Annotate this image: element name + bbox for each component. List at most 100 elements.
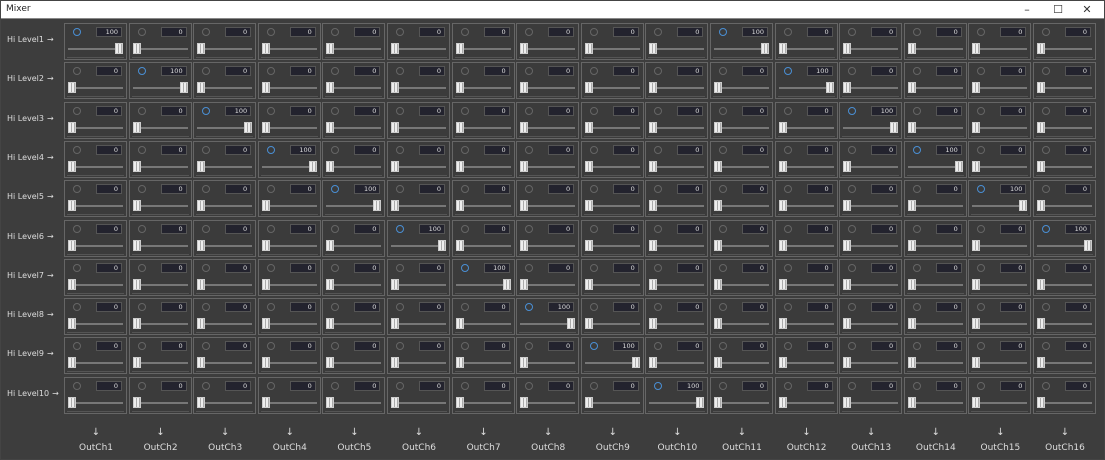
slider-thumb[interactable]: [584, 278, 593, 290]
select-radio[interactable]: [1042, 303, 1050, 312]
select-radio[interactable]: [137, 224, 146, 233]
select-radio[interactable]: [525, 106, 534, 115]
level-value-input[interactable]: 0: [548, 223, 575, 234]
select-radio[interactable]: [977, 67, 986, 76]
level-value-input[interactable]: 0: [935, 184, 962, 195]
slider-thumb[interactable]: [68, 318, 76, 330]
slider-thumb[interactable]: [778, 318, 787, 330]
slider-track[interactable]: [68, 362, 123, 365]
slider-thumb[interactable]: [907, 82, 916, 94]
slider-thumb[interactable]: [502, 278, 511, 290]
level-value-input[interactable]: 0: [354, 380, 381, 391]
select-radio[interactable]: [73, 185, 81, 194]
slider-thumb[interactable]: [197, 278, 206, 290]
level-value-input[interactable]: 0: [1000, 223, 1027, 234]
slider-track[interactable]: [843, 205, 899, 208]
select-radio[interactable]: [266, 106, 275, 115]
level-value-input[interactable]: 100: [96, 27, 122, 37]
level-value-input[interactable]: 0: [1065, 302, 1091, 313]
slider-thumb[interactable]: [132, 200, 141, 212]
slider-track[interactable]: [520, 205, 576, 208]
select-radio[interactable]: [719, 185, 727, 194]
select-radio[interactable]: [977, 303, 986, 312]
slider-thumb[interactable]: [1037, 82, 1045, 94]
slider-track[interactable]: [778, 48, 834, 50]
slider-track[interactable]: [972, 205, 1028, 208]
select-radio[interactable]: [589, 67, 598, 76]
slider-track[interactable]: [391, 87, 446, 90]
level-value-input[interactable]: 0: [742, 223, 768, 234]
slider-thumb[interactable]: [584, 396, 593, 408]
level-value-input[interactable]: 0: [160, 105, 187, 116]
slider-thumb[interactable]: [132, 43, 141, 54]
level-value-input[interactable]: 0: [677, 223, 704, 234]
select-radio[interactable]: [73, 224, 81, 233]
level-value-input[interactable]: 100: [483, 262, 510, 273]
level-value-input[interactable]: 0: [225, 302, 252, 313]
level-value-input[interactable]: 100: [1065, 223, 1091, 234]
select-radio[interactable]: [719, 224, 727, 233]
slider-track[interactable]: [843, 401, 899, 404]
slider-thumb[interactable]: [584, 200, 593, 212]
slider-track[interactable]: [391, 362, 446, 365]
select-radio[interactable]: [396, 303, 404, 312]
slider-thumb[interactable]: [68, 200, 76, 212]
slider-track[interactable]: [1037, 244, 1092, 247]
level-value-input[interactable]: 0: [935, 223, 962, 234]
level-value-input[interactable]: 0: [548, 66, 575, 77]
slider-thumb[interactable]: [972, 318, 981, 330]
level-value-input[interactable]: 0: [1000, 66, 1027, 77]
slider-thumb[interactable]: [714, 160, 722, 172]
slider-thumb[interactable]: [261, 200, 270, 212]
slider-thumb[interactable]: [843, 82, 852, 94]
slider-thumb[interactable]: [972, 239, 981, 251]
slider-track[interactable]: [391, 165, 446, 168]
level-value-input[interactable]: 0: [419, 66, 445, 77]
select-radio[interactable]: [719, 303, 727, 312]
slider-track[interactable]: [843, 362, 899, 365]
slider-thumb[interactable]: [520, 82, 529, 94]
slider-track[interactable]: [68, 126, 123, 129]
select-radio[interactable]: [654, 28, 663, 36]
select-radio[interactable]: [848, 145, 857, 154]
slider-thumb[interactable]: [438, 239, 446, 251]
select-radio[interactable]: [525, 224, 534, 233]
select-radio[interactable]: [848, 28, 857, 36]
slider-thumb[interactable]: [907, 200, 916, 212]
slider-track[interactable]: [907, 205, 963, 208]
slider-track[interactable]: [132, 126, 188, 129]
level-value-input[interactable]: 0: [1000, 27, 1027, 37]
level-value-input[interactable]: 100: [742, 27, 768, 37]
slider-track[interactable]: [391, 283, 446, 286]
select-radio[interactable]: [1042, 224, 1050, 233]
select-radio[interactable]: [848, 224, 857, 233]
slider-thumb[interactable]: [649, 82, 658, 94]
slider-track[interactable]: [326, 323, 382, 326]
slider-track[interactable]: [714, 362, 769, 365]
level-value-input[interactable]: 0: [419, 184, 445, 195]
level-value-input[interactable]: 0: [289, 223, 316, 234]
slider-thumb[interactable]: [778, 160, 787, 172]
level-value-input[interactable]: 0: [289, 66, 316, 77]
slider-track[interactable]: [261, 48, 317, 50]
slider-thumb[interactable]: [714, 278, 722, 290]
slider-track[interactable]: [907, 283, 963, 286]
level-value-input[interactable]: 0: [742, 66, 768, 77]
level-value-input[interactable]: 0: [289, 302, 316, 313]
select-radio[interactable]: [783, 185, 792, 194]
slider-track[interactable]: [261, 362, 317, 365]
level-value-input[interactable]: 0: [677, 66, 704, 77]
select-radio[interactable]: [525, 185, 534, 194]
level-value-input[interactable]: 0: [1000, 380, 1027, 391]
select-radio[interactable]: [331, 106, 340, 115]
level-value-input[interactable]: 0: [677, 105, 704, 116]
slider-track[interactable]: [68, 87, 123, 90]
select-radio[interactable]: [589, 106, 598, 115]
level-value-input[interactable]: 0: [935, 66, 962, 77]
level-value-input[interactable]: 0: [96, 223, 122, 234]
level-value-input[interactable]: 0: [871, 341, 898, 352]
select-radio[interactable]: [589, 303, 598, 312]
slider-track[interactable]: [520, 165, 576, 168]
select-radio[interactable]: [719, 145, 727, 154]
level-value-input[interactable]: 0: [419, 341, 445, 352]
